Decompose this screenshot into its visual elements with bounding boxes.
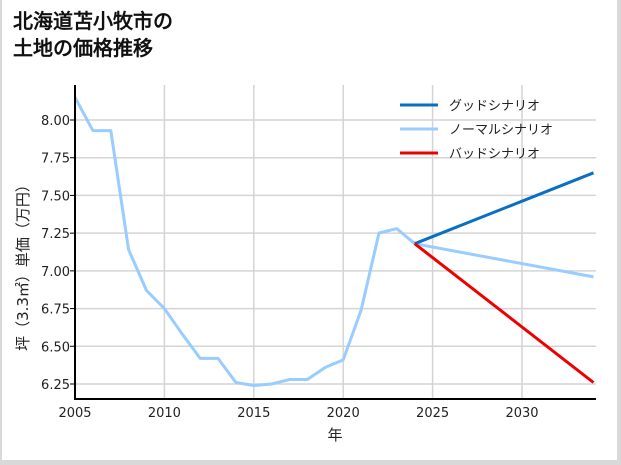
legend-label: グッドシナリオ — [449, 99, 540, 114]
x-tick-label: 2030 — [505, 406, 538, 421]
series-lines — [73, 96, 595, 387]
x-tick-label: 2015 — [237, 406, 270, 421]
y-tick-label: 8.00 — [41, 114, 70, 129]
y-tick-label: 7.25 — [41, 227, 70, 242]
series-line-0 — [414, 171, 595, 246]
x-tick-label: 2020 — [327, 406, 360, 421]
axes — [74, 85, 596, 400]
y-tick-label: 6.50 — [41, 340, 70, 355]
series-line-2 — [413, 242, 595, 384]
y-axis-label: 坪（3.3㎡）単価（万円） — [14, 177, 32, 351]
y-tick-label: 6.75 — [41, 303, 70, 318]
x-tick-label: 2025 — [416, 406, 449, 421]
y-tick-label: 7.00 — [41, 265, 70, 280]
legend-label: ノーマルシナリオ — [449, 123, 553, 138]
y-tick-label: 7.75 — [41, 152, 70, 167]
x-axis-label: 年 — [327, 426, 342, 444]
tick-labels: 2005 2010 2015 2020 2025 2030 6.25 6.50 6.75 7.00… — [41, 114, 539, 421]
x-tick-label: 2010 — [148, 406, 181, 421]
y-tick-label: 6.25 — [41, 378, 70, 393]
series-line-1 — [73, 96, 594, 387]
grid-lines — [74, 85, 596, 399]
x-tick-label: 2005 — [58, 406, 91, 421]
legend-label: バッドシナリオ — [449, 147, 540, 162]
chart-title: 北海道苫小牧市の 土地の価格推移 — [13, 9, 173, 60]
y-tick-label: 7.50 — [41, 189, 70, 204]
